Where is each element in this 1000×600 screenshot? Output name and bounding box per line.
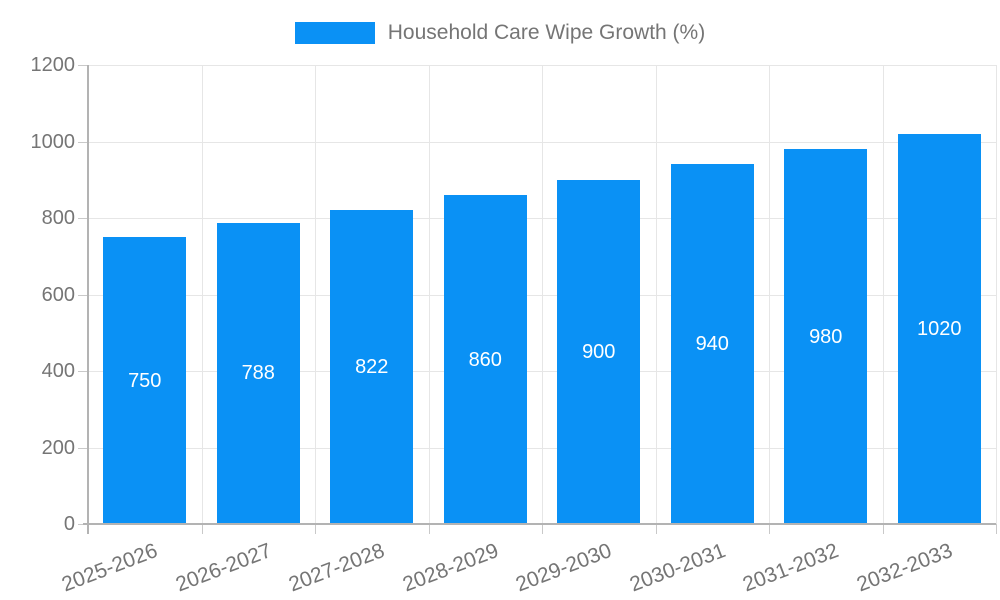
x-tick — [315, 524, 316, 534]
bar-value-label: 750 — [128, 369, 162, 392]
bar[interactable] — [557, 179, 641, 523]
v-gridline — [315, 65, 316, 524]
v-gridline — [996, 65, 997, 524]
bar[interactable] — [330, 209, 414, 523]
bar-value-label: 822 — [355, 355, 389, 378]
y-axis-label: 200 — [41, 436, 75, 459]
y-tick — [78, 141, 88, 143]
bar-value-label: 1020 — [917, 317, 962, 340]
x-axis-label: 2029-2030 — [512, 539, 615, 597]
y-tick — [78, 294, 88, 296]
x-tick — [882, 524, 884, 534]
legend-swatch-icon — [294, 22, 375, 44]
y-tick — [78, 371, 88, 372]
bar-value-label: 788 — [241, 362, 275, 385]
y-tick — [78, 447, 88, 449]
bar-value-label: 980 — [809, 325, 843, 348]
x-axis-label: 2026-2027 — [172, 539, 275, 597]
y-tick — [78, 218, 88, 219]
v-gridline — [201, 65, 203, 524]
y-axis-line — [87, 65, 89, 534]
v-gridline — [428, 65, 430, 524]
bar-value-label: 940 — [695, 333, 729, 356]
bar[interactable] — [216, 222, 300, 523]
bar[interactable] — [443, 195, 527, 523]
y-axis-label: 600 — [41, 283, 75, 306]
bar[interactable] — [670, 164, 754, 523]
bar-value-label: 860 — [468, 348, 502, 371]
x-axis-label: 2030-2031 — [626, 539, 729, 597]
y-axis-label: 800 — [41, 207, 75, 229]
legend-label: Household Care Wipe Growth (%) — [387, 21, 706, 44]
y-axis-label: 1000 — [30, 130, 76, 153]
bar[interactable] — [103, 237, 187, 523]
y-tick — [78, 65, 88, 66]
y-axis-label: 400 — [41, 360, 75, 382]
x-axis-label: 2031-2032 — [739, 539, 842, 597]
x-axis-label: 2027-2028 — [285, 539, 388, 597]
v-gridline — [655, 65, 657, 524]
x-axis-label: 2032-2033 — [853, 539, 956, 597]
x-tick — [542, 524, 543, 534]
legend[interactable]: Household Care Wipe Growth (%) — [0, 21, 1000, 45]
x-axis-label: 2028-2029 — [399, 539, 502, 597]
x-tick — [428, 524, 430, 534]
bar[interactable] — [897, 133, 981, 523]
x-axis-label: 2025-2026 — [58, 539, 161, 597]
y-axis-label: 0 — [63, 513, 75, 535]
y-axis-label: 1200 — [30, 54, 76, 76]
v-gridline — [769, 65, 770, 524]
v-gridline — [882, 65, 884, 524]
x-axis-line — [83, 523, 996, 525]
x-tick — [769, 524, 770, 534]
x-tick — [996, 524, 997, 534]
x-tick — [201, 524, 203, 534]
v-gridline — [542, 65, 543, 524]
bar[interactable] — [784, 149, 868, 523]
bar-value-label: 900 — [582, 340, 616, 363]
x-tick — [655, 524, 657, 534]
